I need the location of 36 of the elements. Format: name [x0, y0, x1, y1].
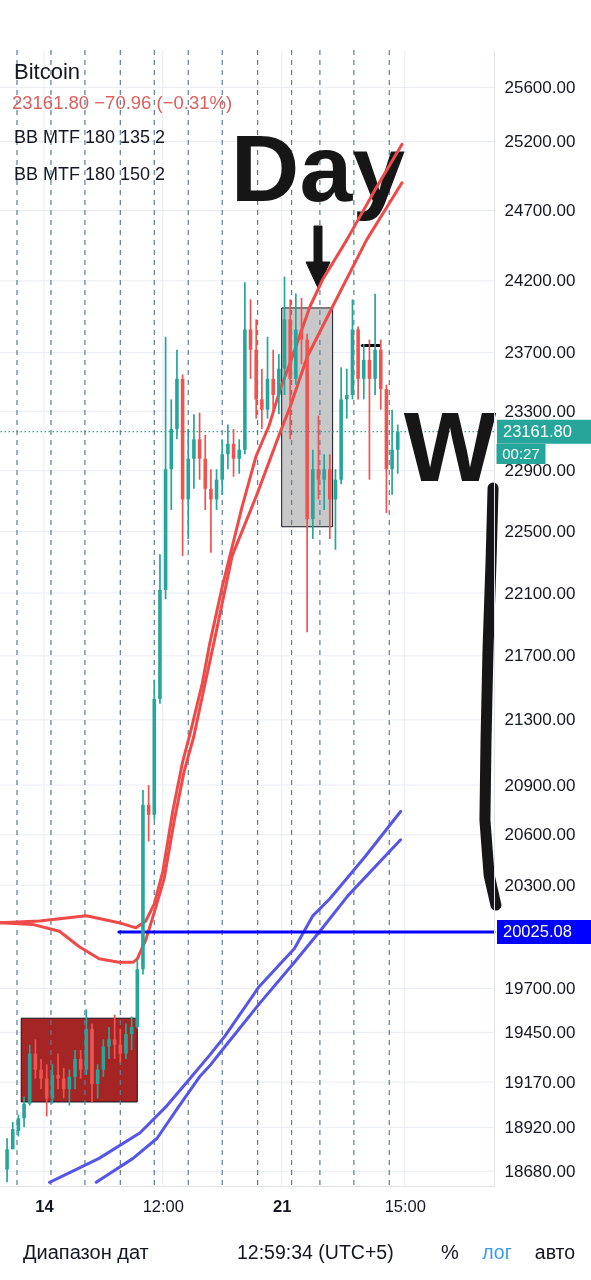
annotation: BB MTF 180 135 2	[14, 127, 166, 147]
text: 00:27	[502, 445, 540, 462]
y-tick-label: 25600.00	[504, 77, 576, 97]
text: %	[441, 1241, 460, 1263]
y-tick-label: 22900.00	[504, 461, 576, 481]
y-tick-label: 19700.00	[504, 978, 576, 998]
y-tick-label: 18920.00	[504, 1117, 576, 1137]
y-tick-label: 23700.00	[504, 343, 576, 363]
annotation: W	[403, 392, 497, 502]
y-tick-label: 20900.00	[504, 775, 576, 795]
text: 23161.80 −70.96 (−0.31%)	[12, 92, 233, 113]
y-tick-label: 18680.00	[504, 1161, 576, 1181]
x-tick-label: 14	[35, 1196, 55, 1215]
y-tick-label: 24200.00	[504, 271, 576, 291]
data-label: 20025.08	[503, 922, 572, 941]
annotation: BB MTF 180 150 2	[14, 164, 166, 184]
y-tick-label: 19170.00	[504, 1072, 576, 1092]
x-tick-label: 15:00	[384, 1196, 426, 1215]
y-tick-label: 24700.00	[504, 201, 576, 220]
y-tick-label: 21300.00	[504, 710, 576, 730]
ref-line-label: 23161.80	[503, 421, 572, 440]
y-tick-label: 20600.00	[504, 825, 576, 845]
y-tick-label: 21700.00	[504, 646, 576, 666]
y-tick-label: 25200.00	[504, 132, 576, 152]
y-tick-label: 23300.00	[504, 401, 576, 421]
y-tick-label: 20300.00	[504, 875, 576, 895]
text: авто	[534, 1241, 576, 1263]
x-tick-label: 21	[273, 1196, 292, 1215]
text: Диапазон дат	[23, 1241, 149, 1263]
y-tick-label: 22100.00	[504, 583, 576, 603]
y-tick-label: 19450.00	[504, 1022, 576, 1042]
y-tick-label: 22500.00	[504, 521, 576, 541]
x-tick-label: 12:00	[142, 1196, 184, 1215]
text: лог	[482, 1241, 512, 1263]
chart-title: Bitcoin	[14, 59, 81, 84]
text: 12:59:34 (UTC+5)	[237, 1241, 394, 1263]
